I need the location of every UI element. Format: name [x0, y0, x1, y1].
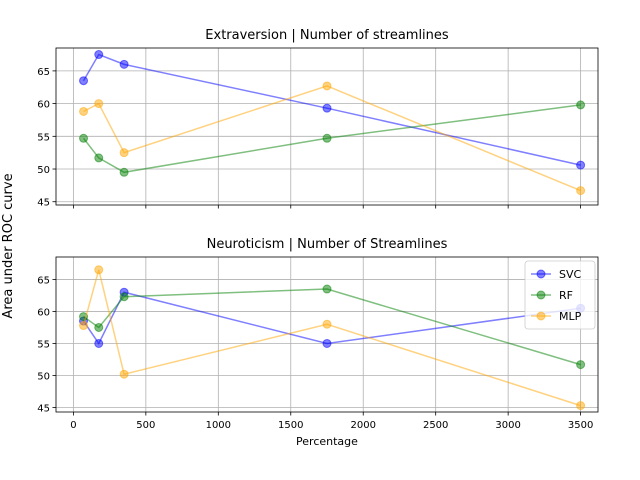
mlp-point-1 — [94, 99, 104, 109]
x-tick-label: 2000 — [351, 420, 376, 431]
x-axis-label: Percentage — [296, 435, 358, 448]
x-tick-label: 1000 — [206, 420, 231, 431]
x-tick-label: 3000 — [495, 420, 520, 431]
rf-point-1 — [94, 153, 104, 163]
svc-point-4 — [576, 160, 586, 170]
plot-frame — [55, 256, 599, 413]
svc-point-1 — [94, 50, 104, 60]
rf-point-2 — [119, 167, 129, 177]
legend: SVC RF MLP — [524, 260, 596, 330]
mlp-point-0 — [79, 106, 89, 116]
mlp-point-2 — [119, 148, 129, 158]
y-tick-label: 45 — [37, 198, 50, 209]
plot-frame — [55, 47, 599, 206]
legend-marker-rf — [536, 290, 546, 300]
rf-point-4 — [576, 100, 586, 110]
legend-label-svc: SVC — [559, 268, 582, 281]
mlp-point-4 — [576, 186, 586, 196]
svc-point-0 — [79, 76, 89, 86]
mlp-point-1 — [94, 265, 104, 275]
y-tick-label: 55 — [37, 339, 50, 350]
extraversion-panel: 45 50 55 60 65 Extraversion | Number of strea… — [37, 28, 599, 209]
legend-label-rf: RF — [559, 289, 573, 302]
y-tick-label: 60 — [37, 307, 50, 318]
mlp-point-3 — [322, 81, 332, 91]
neuroticism-panel: 0 500 1000 1500 2000 2500 3000 3500 45 50 55 60 65 Ne… — [37, 237, 599, 448]
mlp-point-2 — [119, 369, 129, 379]
rf-point-4 — [576, 360, 586, 370]
svc-point-2 — [119, 59, 129, 69]
svc-point-1 — [94, 338, 104, 348]
chart-title: Neuroticism | Number of Streamlines — [207, 237, 448, 252]
x-tick-label: 2500 — [423, 420, 448, 431]
legend-marker-svc — [536, 269, 546, 279]
legend-label-mlp: MLP — [559, 310, 582, 323]
mlp-point-3 — [322, 319, 332, 329]
rf-point-0 — [79, 133, 89, 143]
svc-point-3 — [322, 338, 332, 348]
rf-point-3 — [322, 133, 332, 143]
mlp-point-4 — [576, 401, 586, 411]
y-tick-label: 45 — [37, 404, 50, 415]
x-tick-label: 3500 — [568, 420, 593, 431]
y-tick-label: 65 — [37, 67, 50, 78]
y-tick-label: 60 — [37, 100, 50, 111]
rf-point-1 — [94, 322, 104, 332]
x-tick-label: 500 — [136, 420, 155, 431]
y-tick-label: 50 — [37, 165, 50, 176]
mlp-point-0 — [79, 321, 89, 331]
shared-y-axis-label: Area under ROC curve — [1, 173, 16, 318]
y-tick-label: 50 — [37, 371, 50, 382]
svc-point-3 — [322, 103, 332, 113]
x-tick-label: 0 — [70, 420, 76, 431]
y-tick-label: 65 — [37, 275, 50, 286]
chart-title: Extraversion | Number of streamlines — [205, 28, 449, 43]
rf-point-3 — [322, 284, 332, 294]
x-tick-label: 1500 — [278, 420, 303, 431]
y-tick-label: 55 — [37, 132, 50, 143]
legend-marker-mlp — [536, 311, 546, 321]
rf-point-2 — [119, 292, 129, 302]
